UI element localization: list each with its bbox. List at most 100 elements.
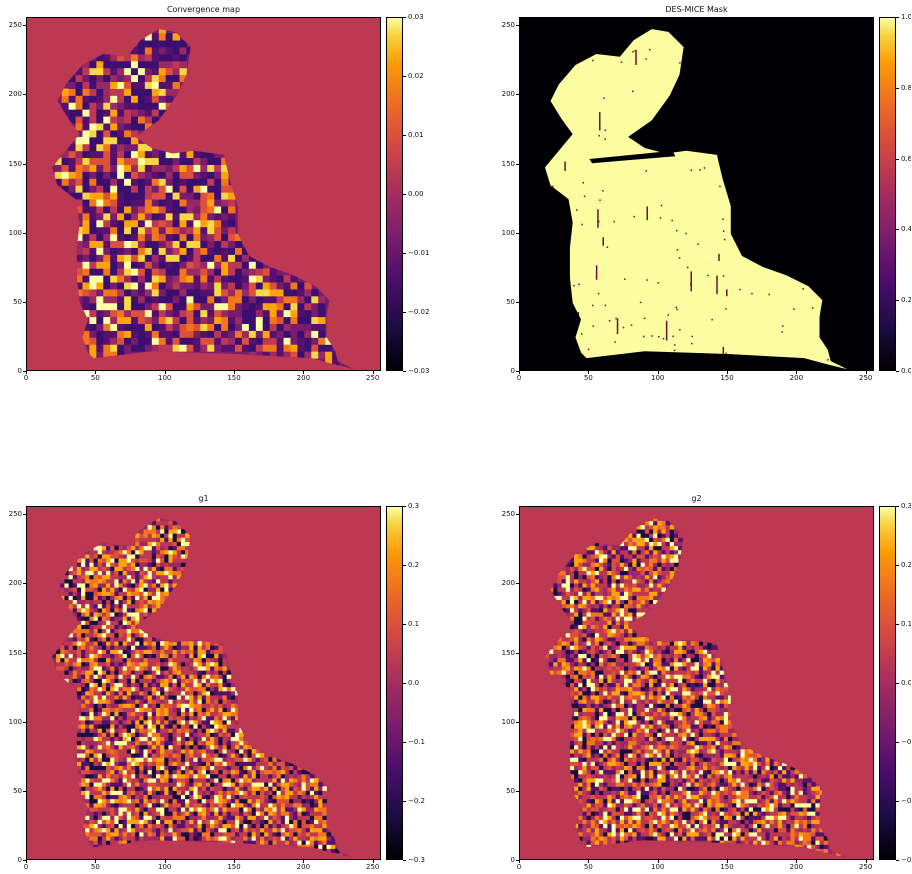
heatmap-cell: [172, 699, 178, 704]
heatmap-cell: [122, 591, 128, 596]
heatmap-cell: [61, 95, 70, 103]
heatmap-cell: [815, 823, 820, 829]
heatmap-cell: [214, 275, 222, 283]
heatmap-cell: [89, 102, 97, 110]
heatmap-cell: [740, 840, 746, 845]
heatmap-cell: [135, 607, 140, 613]
heatmap-cell: [82, 88, 90, 96]
heatmap-cell: [259, 761, 265, 766]
heatmap-cell: [151, 323, 160, 331]
heatmap-cell: [85, 554, 90, 559]
heatmap-cell: [106, 769, 111, 775]
heatmap-cell: [247, 765, 253, 771]
heatmap-cell: [89, 212, 97, 221]
heatmap-cell: [197, 815, 203, 820]
heatmap-cell: [114, 724, 119, 729]
heatmap-cell: [297, 786, 302, 791]
heatmap-cell: [85, 616, 90, 621]
heatmap-cell: [131, 226, 139, 235]
heatmap-cell: [76, 661, 82, 667]
heatmap-cell: [139, 599, 144, 605]
heatmap-cell: [611, 823, 617, 829]
heatmap-cell: [304, 323, 312, 331]
heatmap-cell: [311, 337, 319, 345]
x-tick-label: 250: [858, 374, 873, 382]
heatmap-cell: [68, 645, 74, 650]
heatmap-cell: [122, 682, 128, 688]
heatmap-cell: [135, 719, 140, 725]
heatmap-cell: [628, 819, 633, 825]
heatmap-cell: [305, 773, 311, 779]
heatmap-cell: [72, 661, 78, 667]
heatmap-cell: [193, 807, 198, 812]
heatmap-cell: [186, 226, 194, 235]
heatmap-cell: [205, 819, 211, 825]
heatmap-cell: [168, 649, 174, 654]
heatmap-cell: [723, 790, 729, 796]
heatmap-cell: [715, 831, 721, 837]
heatmap-cell: [698, 790, 704, 796]
heatmap-cell: [301, 778, 307, 783]
heatmap-cell: [205, 790, 211, 796]
heatmap-cell: [228, 192, 236, 200]
mask-hole: [718, 253, 720, 261]
heatmap-cell: [118, 690, 124, 696]
heatmap-cell: [139, 819, 144, 825]
heatmap-cell: [326, 831, 332, 837]
heatmap-cell: [147, 670, 153, 675]
heatmap-cell: [114, 711, 119, 717]
heatmap-cell: [96, 330, 104, 338]
heatmap-cell: [97, 840, 103, 845]
heatmap-cell: [255, 836, 261, 841]
heatmap-cell: [106, 807, 111, 812]
x-tick-label: 200: [296, 863, 311, 871]
heatmap-cell: [131, 711, 136, 717]
heatmap-cell: [289, 794, 294, 800]
heatmap-cell: [76, 703, 82, 708]
heatmap-cell: [101, 728, 107, 733]
heatmap-cell: [798, 798, 804, 804]
heatmap-cell: [151, 748, 157, 754]
heatmap-cell: [106, 583, 111, 588]
heatmap-cell: [160, 769, 165, 775]
heatmap-cell: [326, 848, 332, 854]
heatmap-cell: [176, 761, 182, 766]
heatmap-cell: [773, 811, 779, 816]
heatmap-cell: [807, 794, 812, 800]
heatmap-cell: [632, 819, 637, 825]
heatmap-cell: [185, 753, 190, 758]
heatmap-cell: [214, 666, 219, 671]
heatmap-cell: [214, 715, 219, 721]
heatmap-cell: [210, 769, 215, 775]
heatmap-cell: [777, 815, 783, 820]
heatmap-cell: [193, 765, 198, 771]
heatmap-cell: [131, 728, 136, 733]
heatmap-cell: [221, 275, 229, 283]
heatmap-cell: [615, 794, 621, 800]
heatmap-cell: [757, 831, 762, 837]
heatmap-cell: [165, 81, 174, 89]
heatmap-cell: [164, 827, 169, 833]
heatmap-cell: [239, 807, 244, 812]
heatmap-cell: [168, 827, 174, 833]
heatmap-cell: [210, 732, 215, 737]
heatmap-cell: [75, 88, 83, 96]
y-tick-label: 200: [501, 90, 515, 99]
heatmap-cell: [290, 316, 298, 325]
heatmap-cell: [151, 558, 157, 563]
heatmap-cell: [205, 682, 211, 688]
heatmap-cell: [89, 268, 97, 276]
heatmap-cell: [280, 807, 286, 812]
heatmap-cell: [210, 740, 215, 746]
heatmap-cell: [151, 699, 157, 704]
mask-hole: [604, 129, 607, 132]
heatmap-cell: [122, 554, 128, 559]
heatmap-cell: [151, 798, 157, 804]
heatmap-cell: [264, 761, 269, 766]
heatmap-cell: [164, 711, 169, 717]
heatmap-cell: [235, 769, 240, 775]
heatmap-cell: [110, 171, 118, 179]
heatmap-cell: [147, 533, 153, 538]
heatmap-cell: [155, 823, 161, 829]
heatmap-cell: [264, 831, 269, 837]
